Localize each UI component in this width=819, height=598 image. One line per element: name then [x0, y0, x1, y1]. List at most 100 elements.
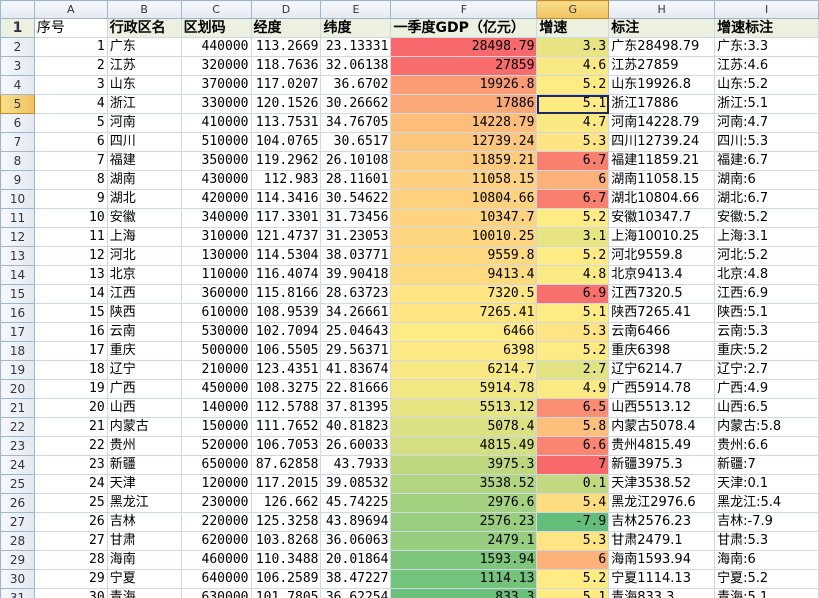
cell-A10[interactable]: 9 — [33, 189, 108, 209]
row-header-26[interactable]: 26 — [0, 493, 35, 513]
cell-B14[interactable]: 北京 — [106, 265, 182, 285]
row-header-28[interactable]: 28 — [0, 531, 35, 551]
cell-A22[interactable]: 21 — [33, 417, 108, 437]
cell-G24[interactable]: 7 — [536, 455, 610, 475]
cell-D11[interactable]: 117.3301 — [250, 208, 322, 228]
cell-G6[interactable]: 4.7 — [536, 113, 610, 133]
cell-F19[interactable]: 6214.7 — [390, 360, 538, 380]
cell-A17[interactable]: 16 — [33, 322, 108, 342]
cell-B24[interactable]: 新疆 — [106, 455, 182, 475]
cell-E17[interactable]: 25.04643 — [320, 322, 392, 342]
cell-F9[interactable]: 11058.15 — [390, 170, 538, 190]
cell-A6[interactable]: 5 — [33, 113, 108, 133]
cell-C19[interactable]: 210000 — [180, 360, 252, 380]
row-header-25[interactable]: 25 — [0, 474, 35, 494]
cell-G27[interactable]: -7.9 — [536, 512, 610, 532]
cell-H9[interactable]: 湖南11058.15 — [608, 170, 716, 190]
cell-I2[interactable]: 广东:3.3 — [714, 37, 819, 57]
cell-F7[interactable]: 12739.24 — [390, 132, 538, 152]
cell-G25[interactable]: 0.1 — [536, 474, 610, 494]
cell-B15[interactable]: 江西 — [106, 284, 182, 304]
cell-I20[interactable]: 广西:4.9 — [714, 379, 819, 399]
cell-B31[interactable]: 青海 — [106, 588, 182, 598]
header-cell-I[interactable]: 增速标注 — [714, 18, 819, 38]
cell-B28[interactable]: 甘肃 — [106, 531, 182, 551]
cell-C5[interactable]: 330000 — [180, 94, 252, 114]
row-header-5[interactable]: 5 — [0, 94, 35, 114]
cell-I12[interactable]: 上海:3.1 — [714, 227, 819, 247]
cell-C18[interactable]: 500000 — [180, 341, 252, 361]
cell-F12[interactable]: 10010.25 — [390, 227, 538, 247]
row-header-19[interactable]: 19 — [0, 360, 35, 380]
cell-D21[interactable]: 112.5788 — [250, 398, 322, 418]
cell-A28[interactable]: 27 — [33, 531, 108, 551]
cell-A16[interactable]: 15 — [33, 303, 108, 323]
select-all-corner[interactable] — [0, 0, 35, 19]
header-cell-E[interactable]: 纬度 — [320, 18, 392, 38]
cell-I24[interactable]: 新疆:7 — [714, 455, 819, 475]
cell-G4[interactable]: 5.2 — [536, 75, 610, 95]
column-header-E[interactable]: E — [320, 0, 392, 19]
cell-D10[interactable]: 114.3416 — [250, 189, 322, 209]
cell-A3[interactable]: 2 — [33, 56, 108, 76]
cell-E3[interactable]: 32.06138 — [320, 56, 392, 76]
cell-I31[interactable]: 青海:5.1 — [714, 588, 819, 598]
cell-D7[interactable]: 104.0765 — [250, 132, 322, 152]
cell-H7[interactable]: 四川12739.24 — [608, 132, 716, 152]
cell-F6[interactable]: 14228.79 — [390, 113, 538, 133]
cell-D27[interactable]: 125.3258 — [250, 512, 322, 532]
cell-E15[interactable]: 28.63723 — [320, 284, 392, 304]
cell-H14[interactable]: 北京9413.4 — [608, 265, 716, 285]
cell-B4[interactable]: 山东 — [106, 75, 182, 95]
cell-G5[interactable]: 5.1 — [536, 94, 610, 114]
cell-A9[interactable]: 8 — [33, 170, 108, 190]
cell-G7[interactable]: 5.3 — [536, 132, 610, 152]
cell-F10[interactable]: 10804.66 — [390, 189, 538, 209]
cell-F13[interactable]: 9559.8 — [390, 246, 538, 266]
cell-C29[interactable]: 460000 — [180, 550, 252, 570]
cell-D12[interactable]: 121.4737 — [250, 227, 322, 247]
cell-F8[interactable]: 11859.21 — [390, 151, 538, 171]
cell-A7[interactable]: 6 — [33, 132, 108, 152]
cell-G3[interactable]: 4.6 — [536, 56, 610, 76]
cell-C15[interactable]: 360000 — [180, 284, 252, 304]
cell-H6[interactable]: 河南14228.79 — [608, 113, 716, 133]
cell-A13[interactable]: 12 — [33, 246, 108, 266]
cell-E28[interactable]: 36.06063 — [320, 531, 392, 551]
cell-E7[interactable]: 30.6517 — [320, 132, 392, 152]
cell-A30[interactable]: 29 — [33, 569, 108, 589]
cell-B6[interactable]: 河南 — [106, 113, 182, 133]
row-header-13[interactable]: 13 — [0, 246, 35, 266]
cell-A23[interactable]: 22 — [33, 436, 108, 456]
cell-F15[interactable]: 7320.5 — [390, 284, 538, 304]
cell-D6[interactable]: 113.7531 — [250, 113, 322, 133]
cell-E19[interactable]: 41.83674 — [320, 360, 392, 380]
cell-B13[interactable]: 河北 — [106, 246, 182, 266]
cell-I4[interactable]: 山东:5.2 — [714, 75, 819, 95]
cell-H23[interactable]: 贵州4815.49 — [608, 436, 716, 456]
column-header-D[interactable]: D — [250, 0, 322, 19]
row-header-15[interactable]: 15 — [0, 284, 35, 304]
cell-G23[interactable]: 6.6 — [536, 436, 610, 456]
cell-C25[interactable]: 120000 — [180, 474, 252, 494]
cell-B11[interactable]: 安徽 — [106, 208, 182, 228]
row-header-31[interactable]: 31 — [0, 588, 35, 598]
cell-I14[interactable]: 北京:4.8 — [714, 265, 819, 285]
cell-H25[interactable]: 天津3538.52 — [608, 474, 716, 494]
cell-F14[interactable]: 9413.4 — [390, 265, 538, 285]
row-header-4[interactable]: 4 — [0, 75, 35, 95]
cell-B17[interactable]: 云南 — [106, 322, 182, 342]
cell-G14[interactable]: 4.8 — [536, 265, 610, 285]
cell-F26[interactable]: 2976.6 — [390, 493, 538, 513]
cell-D8[interactable]: 119.2962 — [250, 151, 322, 171]
cell-F4[interactable]: 19926.8 — [390, 75, 538, 95]
cell-B18[interactable]: 重庆 — [106, 341, 182, 361]
cell-E5[interactable]: 30.26662 — [320, 94, 392, 114]
cell-B20[interactable]: 广西 — [106, 379, 182, 399]
cell-C8[interactable]: 350000 — [180, 151, 252, 171]
cell-A21[interactable]: 20 — [33, 398, 108, 418]
cell-B16[interactable]: 陕西 — [106, 303, 182, 323]
cell-B2[interactable]: 广东 — [106, 37, 182, 57]
